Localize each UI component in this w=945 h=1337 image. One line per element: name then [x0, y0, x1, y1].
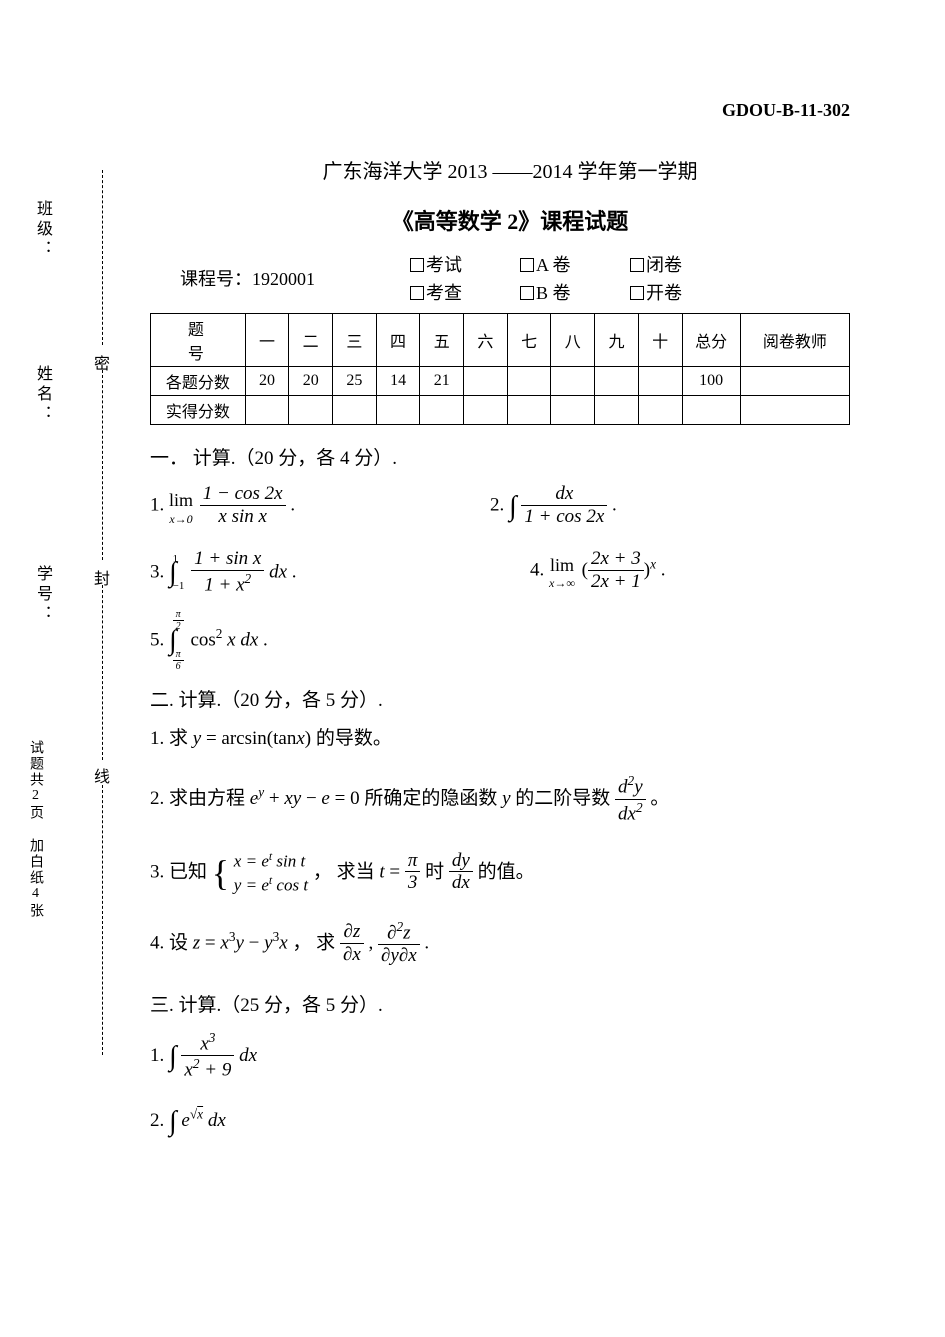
opt-a: A 卷 — [536, 255, 571, 275]
td: 20 — [289, 367, 333, 396]
txt: 时 — [425, 861, 449, 882]
problem-1-3: 3. ∫1−1 1 + sin x1 + x2 dx . — [150, 549, 490, 597]
opt-exam: 考试 — [426, 255, 462, 275]
txt: 的值。 — [478, 861, 535, 882]
course-no: 1920001 — [252, 269, 315, 289]
course-title: 《高等数学 2》课程试题 — [150, 204, 870, 236]
problem-1-4: 4. limx→∞ (2x + 32x + 1)x . — [490, 549, 870, 597]
opt-open: 开卷 — [646, 283, 682, 303]
td — [638, 367, 682, 396]
problem-2-2: 2. 求由方程 ey + xy − e = 0 所确定的隐函数 y 的二阶导数 … — [150, 774, 870, 825]
th: 八 — [551, 314, 595, 367]
pnum: 4. — [530, 559, 549, 580]
txt: ， 求当 — [313, 861, 380, 882]
td — [551, 367, 595, 396]
txt: 1. 求 — [150, 728, 193, 749]
course-no-label: 课程号： — [180, 269, 252, 289]
td — [464, 367, 508, 396]
td — [740, 367, 849, 396]
txt: 所确定的隐函数 — [364, 788, 502, 809]
td: 14 — [376, 367, 420, 396]
table-row: 各题分数 20 20 25 14 21 100 — [151, 367, 850, 396]
th: 一 — [245, 314, 289, 367]
opt-b: B 卷 — [536, 283, 571, 303]
problem-2-4: 4. 设 z = x3y − y3x ， 求 ∂z∂x , ∂2z∂y∂x . — [150, 920, 870, 968]
txt: 的二阶导数 — [515, 788, 615, 809]
th: 四 — [376, 314, 420, 367]
seal-line: 密 封 线 — [92, 170, 112, 1060]
txt: 3. 已知 — [150, 861, 207, 882]
pnum: 5. — [150, 629, 169, 650]
txt: 。 — [650, 788, 669, 809]
section3-title: 三. 计算.（25 分，各 5 分）. — [150, 990, 870, 1017]
exam-options: 考试 A 卷 闭卷 考查 B 卷 开卷 — [410, 251, 870, 305]
td: 100 — [682, 367, 740, 396]
th: 十 — [638, 314, 682, 367]
label-pages: 试题共2页 加白纸4张 — [25, 740, 45, 919]
th: 六 — [464, 314, 508, 367]
opt-check: 考查 — [426, 283, 462, 303]
problem-1-5: 5. ∫π2π6 cos2 x dx . — [150, 617, 268, 665]
problem-1-2: 2. ∫ dx1 + cos 2x . — [490, 484, 870, 529]
section2-title: 二. 计算.（20 分，各 5 分）. — [150, 685, 870, 712]
td: 20 — [245, 367, 289, 396]
section1-title: 一． 计算.（20 分，各 4 分）. — [150, 443, 870, 470]
td: 实得分数 — [151, 396, 246, 425]
main-content: 广东海洋大学 2013 ——2014 学年第一学期 《高等数学 2》课程试题 课… — [150, 155, 870, 1142]
th: 二 — [289, 314, 333, 367]
txt: 4. 设 — [150, 932, 193, 953]
label-id: 学号： — [30, 565, 54, 625]
pnum: 2. — [490, 495, 509, 516]
th: 三 — [333, 314, 377, 367]
th: 题号 — [151, 314, 246, 367]
problem-3-1: 1. ∫ x3x2 + 9 dx — [150, 1031, 870, 1082]
label-class: 班级： — [30, 200, 54, 260]
score-table: 题号 一 二 三 四 五 六 七 八 九 十 总分 阅卷教师 各题分数 20 2… — [150, 313, 850, 425]
th: 九 — [595, 314, 639, 367]
seal-xian: 线 — [94, 763, 110, 787]
td: 25 — [333, 367, 377, 396]
university-line: 广东海洋大学 2013 ——2014 学年第一学期 — [150, 155, 870, 184]
problem-1-1: 1. limx→0 1 − cos 2xx sin x . — [150, 484, 490, 529]
problem-2-3: 3. 已知 { x = et sin ty = et cos t ， 求当 t … — [150, 848, 870, 898]
txt: ， 求 — [292, 932, 340, 953]
td — [595, 367, 639, 396]
txt: 2. 求由方程 — [150, 788, 250, 809]
pnum: 2. — [150, 1110, 169, 1131]
th: 七 — [507, 314, 551, 367]
opt-closed: 闭卷 — [646, 255, 682, 275]
problem-2-1: 1. 求 y = arcsin(tanx) 的导数。 — [150, 726, 870, 753]
th: 阅卷教师 — [740, 314, 849, 367]
txt: 的导数。 — [316, 728, 392, 749]
td — [507, 367, 551, 396]
table-header-row: 题号 一 二 三 四 五 六 七 八 九 十 总分 阅卷教师 — [151, 314, 850, 367]
td: 各题分数 — [151, 367, 246, 396]
table-row: 实得分数 — [151, 396, 850, 425]
td: 21 — [420, 367, 464, 396]
th: 五 — [420, 314, 464, 367]
pnum: 1. — [150, 495, 169, 516]
course-meta: 课程号：1920001 考试 A 卷 闭卷 考查 B 卷 开卷 — [150, 251, 870, 305]
pnum: 3. — [150, 561, 169, 582]
problem-3-2: 2. ∫ e√x dx — [150, 1102, 870, 1141]
th: 总分 — [682, 314, 740, 367]
pnum: 1. — [150, 1045, 169, 1066]
label-name: 姓名： — [30, 365, 54, 425]
doc-code: GDOU-B-11-302 — [722, 100, 850, 121]
